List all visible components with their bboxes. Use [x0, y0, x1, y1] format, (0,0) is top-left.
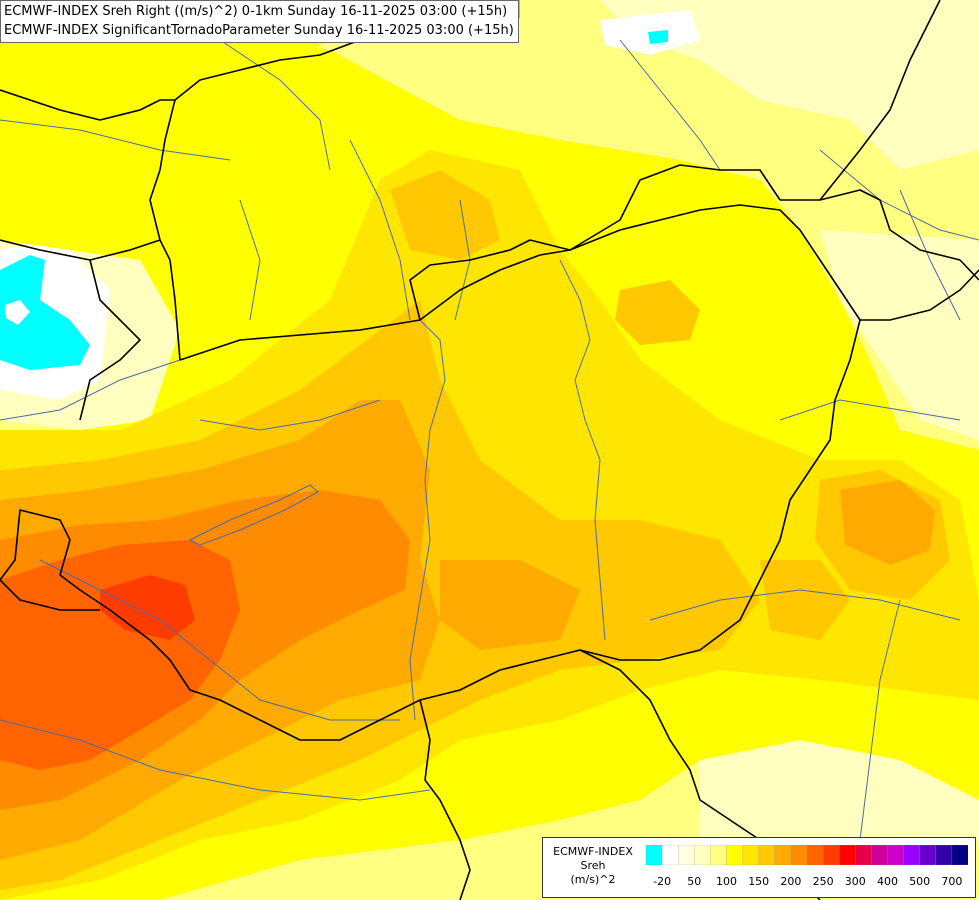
river-tisza [559, 259, 606, 641]
legend-swatch [839, 845, 856, 865]
legend-swatch [742, 845, 760, 865]
legend-tick-label: 100 [716, 875, 737, 888]
legend-swatch [774, 845, 792, 865]
legend-title: ECMWF-INDEX Sreh (m/s)^2 [545, 845, 641, 887]
legend-swatch [646, 845, 663, 865]
field-orange-east [840, 480, 935, 565]
legend-swatch [871, 845, 889, 865]
legend-tick-label: 700 [941, 875, 963, 888]
river-dniester [819, 149, 979, 241]
legend-swatch [855, 845, 873, 865]
border-poland-ukraine [780, 189, 979, 281]
legend-title-line-1: ECMWF-INDEX [553, 845, 633, 858]
field-pale-east [820, 230, 979, 440]
border-austria-slovakia [149, 54, 321, 361]
river-raab [199, 399, 381, 431]
field-cyan-west [0, 255, 90, 370]
legend-swatch [822, 845, 840, 865]
legend-tick-label: 250 [812, 875, 834, 888]
legend-swatch [710, 845, 728, 865]
legend-swatch [758, 845, 776, 865]
field-orange-central-south [440, 560, 580, 650]
legend-swatch [935, 845, 953, 865]
rivers [0, 39, 979, 841]
map-title-line-2: ECMWF-INDEX SignificantTornadoParameter … [4, 23, 514, 38]
legend: ECMWF-INDEX Sreh (m/s)^2 -20 50 100 150 200 2… [542, 837, 976, 898]
legend-swatch [919, 845, 937, 865]
legend-swatch [887, 845, 905, 865]
legend-swatch [806, 845, 824, 865]
border-romania-serbia [579, 649, 761, 841]
border-poland-east [819, 0, 941, 201]
border-slovenia-croatia [0, 579, 100, 611]
river-drava [39, 559, 400, 721]
border-ukraine-romania [860, 269, 979, 321]
legend-tick-label: 50 [687, 875, 702, 888]
field-red-core [100, 575, 195, 640]
legend-tick-labels: -20 50 100 150 200 250 300 400 500 700 [646, 875, 968, 889]
river-olt [859, 599, 901, 841]
legend-tick-label: 150 [748, 875, 770, 888]
legend-swatch [678, 845, 695, 865]
legend-swatch [661, 845, 679, 865]
legend-tick-label: 400 [877, 875, 898, 888]
legend-title-line-3: (m/s)^2 [570, 873, 616, 886]
field-pale-southeast [700, 740, 979, 840]
legend-tick-label: -20 [653, 875, 672, 888]
field-amber-southeast [760, 560, 850, 640]
legend-swatch [790, 845, 808, 865]
border-hungary [0, 204, 861, 741]
border-croatia-serbia [419, 699, 471, 900]
river-elbe [219, 39, 331, 171]
river-danube [0, 319, 446, 721]
legend-title-line-2: Sreh [580, 859, 606, 872]
legend-tick-label: 500 [909, 875, 931, 888]
map-title-line-1: ECMWF-INDEX Sreh Right ((m/s)^2) 0-1km S… [4, 4, 508, 19]
legend-tick-label: 200 [780, 875, 802, 888]
legend-swatch [694, 845, 712, 865]
legend-tick-label: 300 [844, 875, 866, 888]
map-title-box: ECMWF-INDEX Sreh Right ((m/s)^2) 0-1km S… [0, 0, 519, 43]
legend-color-bar [646, 845, 968, 865]
border-slovakia-poland [409, 164, 781, 321]
field-cyan-north [648, 30, 668, 44]
border-austria-west [79, 259, 141, 421]
river-mures [649, 589, 961, 621]
river-vah [349, 139, 411, 321]
river-morava [239, 199, 261, 321]
field-amber-north [390, 170, 500, 260]
river-lake-balaton [188, 484, 319, 546]
field-dark-orange-lobe [295, 520, 390, 600]
river-sava [0, 719, 431, 801]
river-vistula [619, 39, 721, 171]
field-amber-northeast [615, 280, 700, 345]
legend-swatch [726, 845, 744, 865]
field-white-spot-west [5, 300, 30, 325]
river-prut [899, 189, 961, 321]
legend-swatch [951, 845, 968, 865]
river-inn [0, 119, 231, 161]
field-pale-northeast [600, 0, 979, 170]
field-red-areas [100, 575, 195, 640]
border-czech-north [0, 89, 175, 121]
legend-swatch [903, 845, 921, 865]
river-somes [779, 399, 961, 421]
